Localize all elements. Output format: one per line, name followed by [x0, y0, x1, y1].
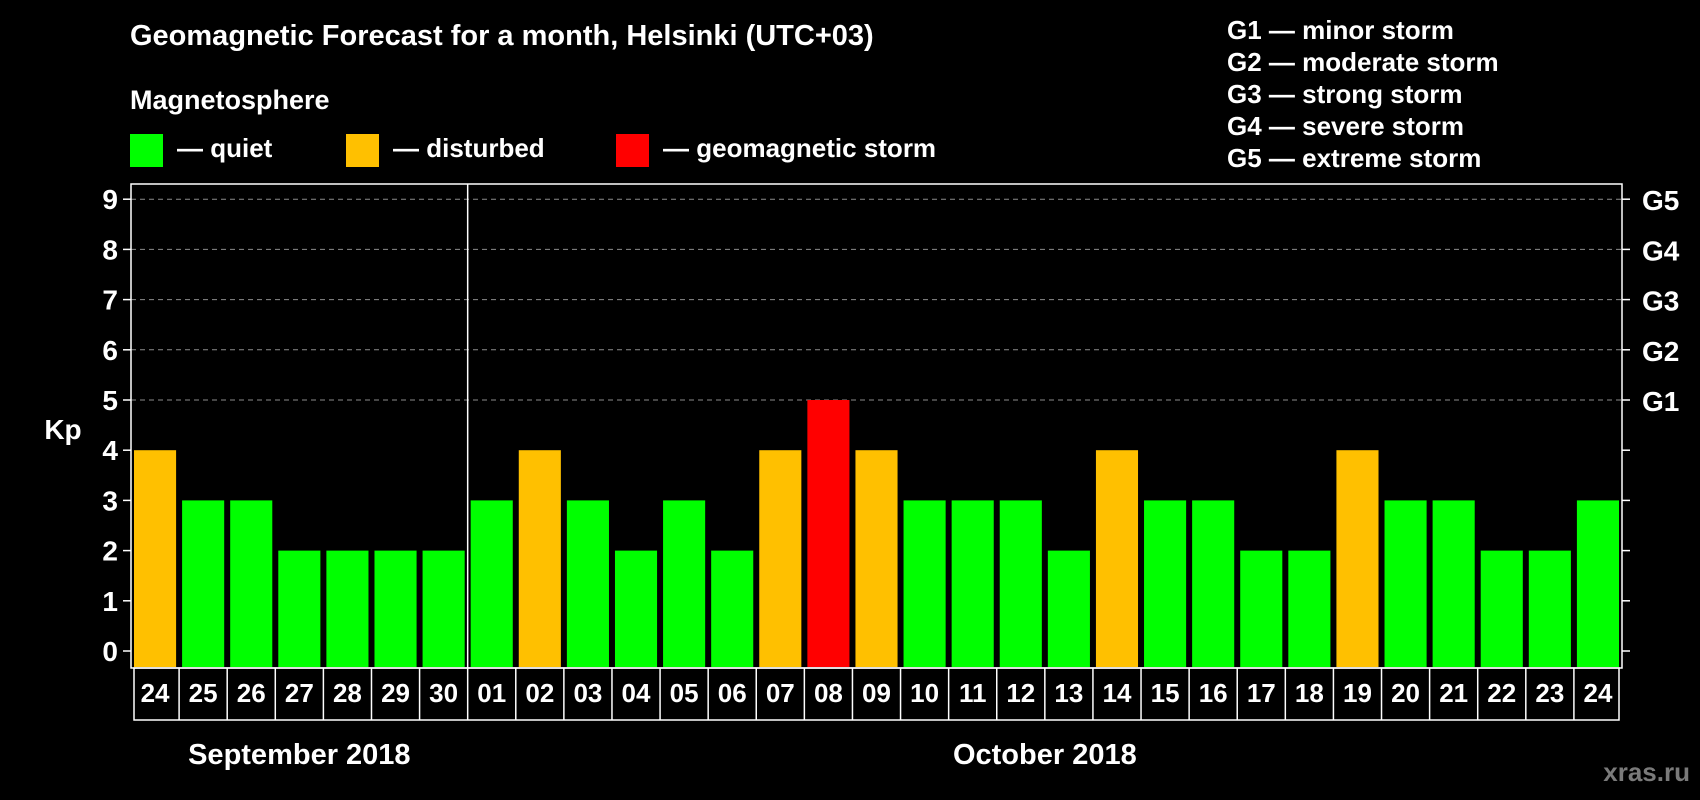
storm-scale-g2: G2 — moderate storm — [1227, 47, 1499, 77]
day-label: 18 — [1295, 678, 1324, 708]
day-label: 10 — [910, 678, 939, 708]
day-label: 04 — [622, 678, 651, 708]
month-label-0: September 2018 — [188, 739, 410, 771]
y-tick-label: 3 — [102, 485, 118, 516]
bar-4 — [326, 550, 369, 667]
day-label: 06 — [718, 678, 747, 708]
storm-scale-g4: G4 — severe storm — [1227, 111, 1465, 141]
y-tick-label: 6 — [102, 335, 118, 366]
bar-8 — [518, 450, 561, 667]
bar-16 — [903, 500, 946, 667]
day-label: 13 — [1054, 678, 1083, 708]
day-label-row — [133, 667, 1620, 721]
y-axis-label: Kp — [44, 414, 81, 445]
bar-7 — [470, 500, 513, 667]
legend-label-storm: — geomagnetic storm — [663, 133, 937, 163]
day-label: 01 — [477, 678, 506, 708]
bar-19 — [1047, 550, 1090, 667]
day-label: 07 — [766, 678, 795, 708]
legend-swatch-disturbed — [346, 134, 379, 167]
bar-25 — [1336, 450, 1379, 667]
y-tick-label: 9 — [102, 184, 118, 215]
bar-26 — [1384, 500, 1427, 667]
watermark: xras.ru — [1603, 757, 1690, 787]
bar-14 — [807, 400, 850, 667]
bar-1 — [182, 500, 225, 667]
day-label: 23 — [1535, 678, 1564, 708]
right-axis-label: G3 — [1642, 286, 1679, 317]
day-label: 20 — [1391, 678, 1420, 708]
day-label: 24 — [1583, 678, 1612, 708]
right-axis-label: G2 — [1642, 336, 1679, 367]
day-label: 14 — [1103, 678, 1132, 708]
day-label: 09 — [862, 678, 891, 708]
day-label: 30 — [429, 678, 458, 708]
bar-23 — [1240, 550, 1283, 667]
month-label-1: October 2018 — [953, 739, 1137, 771]
bar-21 — [1144, 500, 1187, 667]
day-label: 21 — [1439, 678, 1468, 708]
y-tick-label: 8 — [102, 234, 118, 265]
bar-13 — [759, 450, 802, 667]
legend-label-disturbed: — disturbed — [393, 133, 545, 163]
y-tick-label: 2 — [102, 536, 118, 567]
right-axis-label: G4 — [1642, 235, 1680, 266]
storm-scale-g1: G1 — minor storm — [1227, 15, 1454, 45]
bar-10 — [614, 550, 658, 667]
bar-2 — [230, 500, 273, 667]
bar-6 — [422, 550, 465, 667]
day-label: 29 — [381, 678, 410, 708]
day-label: 27 — [285, 678, 314, 708]
bar-24 — [1288, 550, 1331, 667]
bar-11 — [663, 500, 706, 667]
day-label: 08 — [814, 678, 843, 708]
day-label: 25 — [189, 678, 218, 708]
bar-22 — [1192, 500, 1235, 667]
legend-swatch-quiet — [130, 134, 163, 167]
day-label: 17 — [1247, 678, 1276, 708]
y-tick-label: 5 — [102, 385, 118, 416]
day-label: 19 — [1343, 678, 1372, 708]
right-axis-label: G5 — [1642, 185, 1679, 216]
bar-9 — [566, 500, 609, 667]
chart-title: Geomagnetic Forecast for a month, Helsin… — [130, 20, 874, 52]
day-label: 11 — [959, 678, 987, 708]
bar-20 — [1095, 450, 1139, 667]
legend-label-quiet: — quiet — [177, 133, 273, 163]
day-label: 28 — [333, 678, 362, 708]
day-label: 15 — [1151, 678, 1180, 708]
day-label: 02 — [525, 678, 554, 708]
magnetosphere-heading: Magnetosphere — [130, 85, 330, 115]
bar-18 — [999, 500, 1042, 667]
legend-swatch-storm — [616, 134, 649, 167]
bar-28 — [1480, 550, 1523, 667]
bar-15 — [855, 450, 898, 667]
day-label: 12 — [1006, 678, 1035, 708]
day-label: 03 — [573, 678, 602, 708]
day-label: 16 — [1199, 678, 1228, 708]
day-label: 05 — [670, 678, 699, 708]
day-label: 26 — [237, 678, 266, 708]
bar-0 — [134, 450, 177, 667]
bar-3 — [278, 550, 321, 667]
bar-29 — [1528, 550, 1571, 667]
storm-scale-g3: G3 — strong storm — [1227, 79, 1463, 109]
storm-scale-g5: G5 — extreme storm — [1227, 143, 1482, 173]
y-tick-label: 4 — [102, 435, 118, 466]
bar-30 — [1576, 500, 1619, 667]
y-tick-label: 0 — [102, 636, 118, 667]
bar-12 — [711, 550, 754, 667]
y-tick-label: 1 — [102, 586, 118, 617]
right-axis-label: G1 — [1642, 386, 1679, 417]
bar-17 — [951, 500, 994, 667]
day-label: 22 — [1487, 678, 1516, 708]
y-tick-label: 7 — [102, 285, 118, 316]
bar-27 — [1432, 500, 1475, 667]
day-label: 24 — [141, 678, 170, 708]
bar-5 — [374, 550, 417, 667]
